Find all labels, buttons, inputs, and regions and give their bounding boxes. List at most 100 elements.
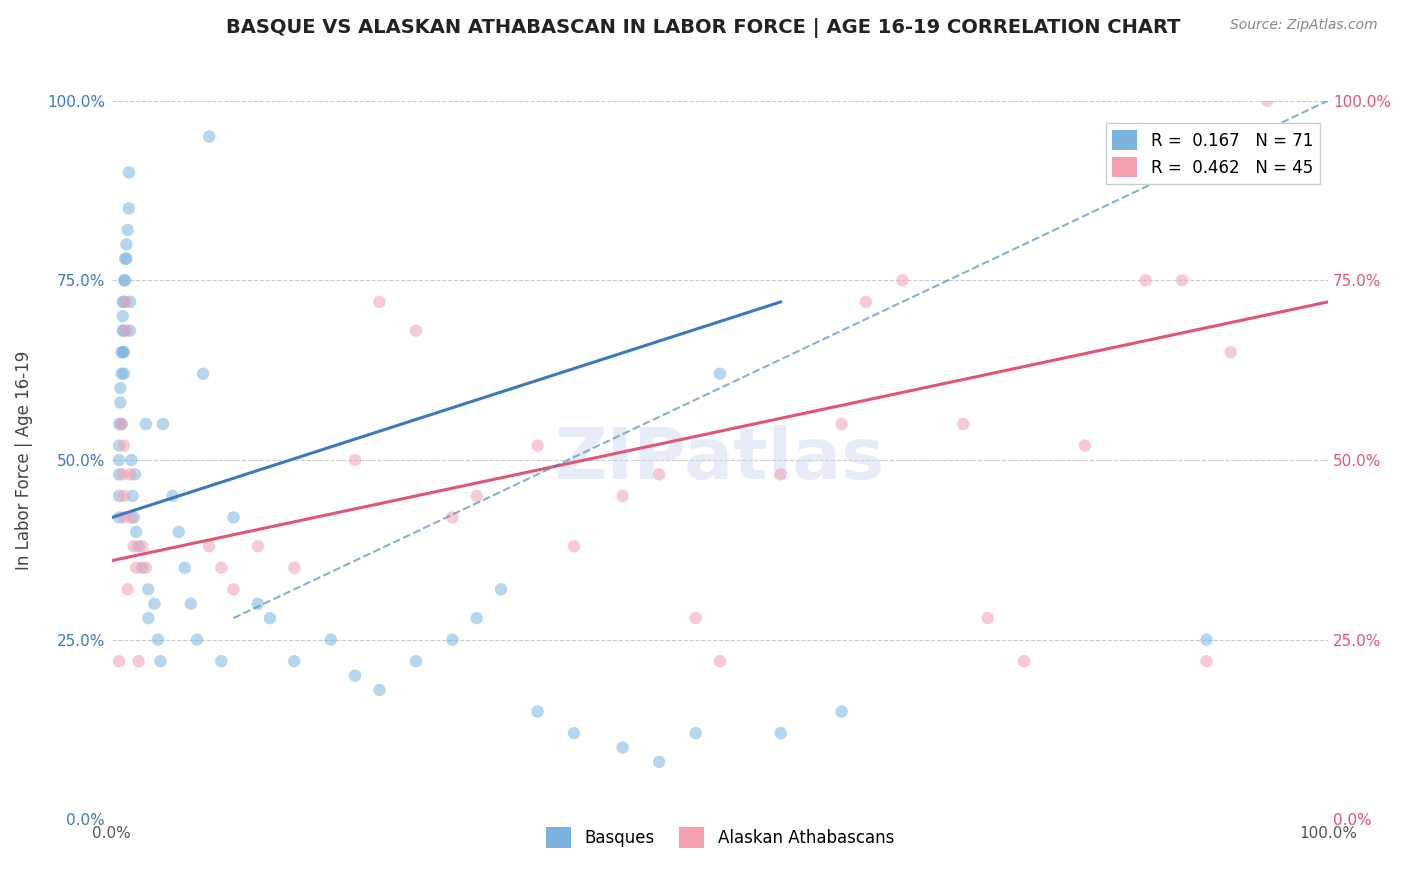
Point [259, 611, 281, 625]
Point [562, 539, 585, 553]
Point [1012, 654, 1035, 668]
Point [108, 453, 131, 467]
Point [108, 439, 131, 453]
Point [1135, 273, 1157, 287]
Point [143, 597, 166, 611]
Point [110, 417, 132, 431]
Point [120, 453, 142, 467]
Point [186, 632, 208, 647]
Point [112, 489, 135, 503]
Point [441, 632, 464, 647]
Point [111, 324, 134, 338]
Point [120, 467, 142, 482]
Point [180, 597, 202, 611]
Point [162, 489, 184, 503]
Point [111, 345, 134, 359]
Point [115, 237, 138, 252]
Point [108, 510, 131, 524]
Point [114, 273, 136, 287]
Point [222, 582, 245, 597]
Point [112, 439, 135, 453]
Point [135, 561, 157, 575]
Point [191, 367, 214, 381]
Point [128, 654, 150, 668]
Point [120, 294, 142, 309]
Point [136, 611, 159, 625]
Point [110, 367, 132, 381]
Point [709, 367, 731, 381]
Point [319, 632, 342, 647]
Point [1195, 632, 1218, 647]
Point [526, 705, 548, 719]
Point [198, 539, 221, 553]
Point [110, 381, 132, 395]
Point [1219, 345, 1241, 359]
Point [648, 755, 671, 769]
Point [135, 417, 157, 431]
Point [344, 453, 367, 467]
Y-axis label: In Labor Force | Age 16-19: In Labor Force | Age 16-19 [15, 351, 32, 570]
Point [283, 561, 305, 575]
Point [112, 324, 135, 338]
Point [173, 561, 195, 575]
Point [952, 417, 974, 431]
Point [405, 324, 427, 338]
Point [612, 489, 634, 503]
Point [198, 129, 221, 144]
Point [562, 726, 585, 740]
Point [114, 294, 136, 309]
Point [1074, 439, 1097, 453]
Point [120, 510, 142, 524]
Point [108, 489, 131, 503]
Point [526, 439, 548, 453]
Point [111, 467, 134, 482]
Point [122, 510, 145, 524]
Point [118, 165, 141, 179]
Point [769, 726, 792, 740]
Point [125, 561, 148, 575]
Point [1195, 654, 1218, 668]
Point [831, 417, 853, 431]
Point [115, 324, 138, 338]
Point [344, 668, 367, 682]
Point [209, 654, 232, 668]
Point [128, 539, 150, 553]
Point [465, 611, 488, 625]
Point [112, 510, 135, 524]
Point [167, 524, 190, 539]
Point [112, 345, 135, 359]
Point [368, 294, 391, 309]
Point [112, 273, 135, 287]
Point [685, 611, 707, 625]
Point [612, 740, 634, 755]
Point [222, 510, 245, 524]
Point [405, 654, 427, 668]
Point [108, 654, 131, 668]
Point [769, 467, 792, 482]
Point [152, 417, 174, 431]
Point [111, 310, 134, 324]
Point [831, 705, 853, 719]
Point [131, 539, 153, 553]
Point [855, 294, 877, 309]
Text: ZIPatlas: ZIPatlas [555, 425, 884, 494]
Point [112, 367, 135, 381]
Point [146, 632, 169, 647]
Point [112, 294, 135, 309]
Point [246, 597, 269, 611]
Point [441, 510, 464, 524]
Point [976, 611, 998, 625]
Point [209, 561, 232, 575]
Text: Source: ZipAtlas.com: Source: ZipAtlas.com [1230, 18, 1378, 32]
Point [891, 273, 914, 287]
Point [246, 539, 269, 553]
Point [368, 683, 391, 698]
Point [108, 417, 131, 431]
Point [111, 294, 134, 309]
Point [709, 654, 731, 668]
Point [648, 467, 671, 482]
Point [131, 561, 153, 575]
Point [115, 252, 138, 266]
Point [117, 582, 139, 597]
Point [136, 582, 159, 597]
